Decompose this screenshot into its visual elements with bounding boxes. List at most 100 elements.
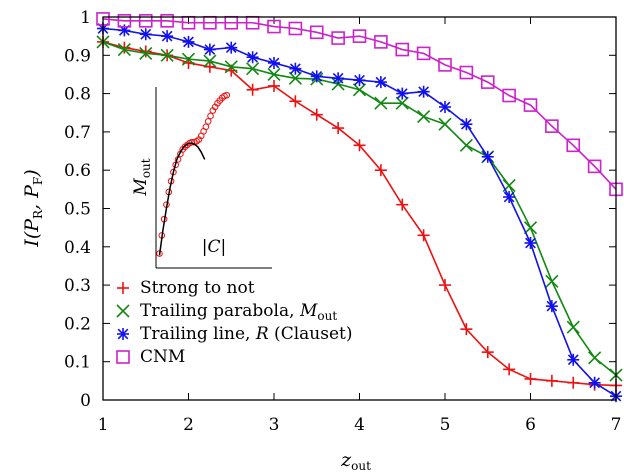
x-tick-labels: 1 2 3 4 5 6 7 (98, 415, 622, 435)
data-point (566, 138, 581, 153)
y-tick-label: 1 (80, 8, 91, 28)
legend-label: Trailing parabola, Mout (140, 301, 337, 323)
inset-point (223, 91, 231, 99)
data-point (117, 14, 132, 28)
data-point (588, 376, 601, 389)
data-point (417, 110, 431, 124)
legend-marker (117, 282, 129, 294)
data-point (289, 62, 302, 75)
inset: |C| Mout (131, 87, 272, 269)
data-point (352, 83, 367, 97)
data-point (203, 54, 217, 68)
data-point (309, 25, 324, 40)
data-point (203, 43, 216, 56)
data-point (374, 164, 387, 177)
data-point (502, 88, 516, 103)
data-point (459, 138, 473, 152)
data-point (439, 279, 451, 292)
data-point (289, 95, 302, 108)
x-tick-label: 3 (269, 415, 280, 435)
series-2 (97, 22, 622, 403)
x-tick-label: 4 (354, 415, 365, 435)
data-point (395, 42, 410, 57)
data-point (545, 374, 558, 387)
data-point (480, 75, 495, 89)
y-tick-label: 0.8 (64, 85, 91, 105)
data-point (160, 48, 174, 62)
data-point (374, 35, 388, 49)
legend-entry: Strong to not (117, 278, 255, 298)
y-tick-label: 0.9 (64, 46, 91, 66)
data-point (310, 108, 323, 121)
data-point (438, 117, 452, 131)
y-tick-label: 0 (80, 391, 91, 411)
data-point (224, 60, 238, 74)
data-point (203, 60, 216, 73)
y-tick-label: 0.5 (64, 200, 91, 220)
data-point (288, 71, 302, 85)
data-point (566, 320, 580, 334)
y-axis-label: I(PR, PF) (21, 169, 45, 247)
data-point (139, 45, 152, 58)
series-line (102, 18, 617, 190)
legend-label: CNM (140, 347, 185, 367)
data-point (288, 21, 303, 36)
x-tick-label: 5 (440, 415, 451, 435)
data-point (545, 119, 559, 133)
data-point (567, 353, 580, 366)
data-point (268, 56, 280, 69)
series-1 (96, 35, 623, 382)
data-point (246, 62, 260, 76)
inset-point (202, 123, 210, 131)
inset-fit-curve (158, 142, 206, 256)
legend-marker (117, 328, 129, 340)
data-point (587, 159, 602, 174)
data-point (396, 198, 409, 211)
data-point (267, 67, 281, 82)
data-point (524, 236, 537, 249)
data-point (267, 19, 281, 34)
data-point (523, 221, 538, 235)
inset-point (188, 138, 196, 146)
data-point (160, 14, 174, 28)
data-point (374, 96, 388, 110)
data-point (181, 52, 196, 66)
data-point (353, 74, 366, 87)
legend-marker (116, 304, 130, 318)
data-point (246, 51, 259, 64)
data-point (117, 42, 131, 57)
data-point (545, 274, 559, 288)
data-point (545, 300, 558, 313)
data-point (523, 98, 538, 112)
legend-entry: CNM (116, 347, 185, 367)
data-point (459, 65, 474, 80)
legend-label: Strong to not (140, 278, 255, 298)
data-point (139, 28, 152, 41)
y-tick-label: 0.7 (64, 123, 91, 143)
plot-frame (102, 16, 617, 401)
data-point (481, 346, 494, 359)
data-point (416, 46, 431, 61)
data-point (161, 30, 174, 43)
legend: Strong to not Trailing parabola, MoutTrai… (116, 278, 352, 367)
x-axis-label: zout (340, 449, 371, 473)
data-point (460, 323, 473, 336)
data-point (460, 118, 473, 131)
data-point (268, 79, 280, 92)
data-point (225, 41, 238, 54)
data-point (332, 72, 345, 85)
data-point (138, 14, 153, 28)
data-point (567, 376, 580, 389)
x-tick-label: 6 (525, 415, 536, 435)
legend-marker (116, 350, 130, 364)
data-point (332, 122, 345, 135)
data-point (438, 58, 452, 72)
data-point (417, 85, 430, 98)
data-point (396, 87, 409, 100)
data-point (374, 76, 387, 89)
data-point (353, 139, 366, 152)
data-point (246, 83, 259, 96)
legend-label: Trailing line, R (Clauset) (140, 324, 352, 344)
y-tick-label: 0.4 (64, 238, 91, 258)
